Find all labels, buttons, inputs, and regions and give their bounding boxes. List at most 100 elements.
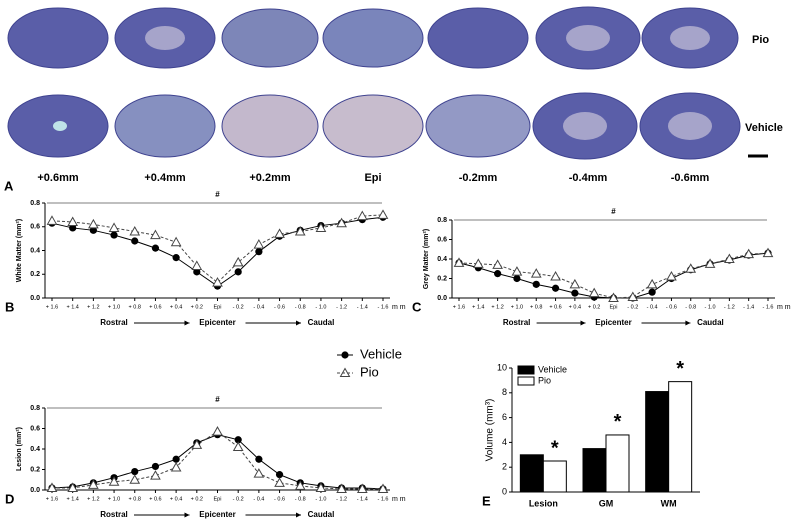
data-point	[46, 215, 58, 225]
data-point	[131, 467, 139, 476]
data-point	[69, 224, 77, 232]
vehicle-row	[7, 92, 741, 160]
x-tick-label: + 0.6	[549, 304, 561, 310]
section-image	[427, 7, 529, 69]
x-tick-label: - 0.2	[233, 304, 244, 310]
data-point	[453, 257, 465, 267]
series-line	[51, 216, 384, 287]
data-point	[212, 426, 223, 436]
x-tick-label: - 1.0	[315, 496, 326, 502]
data-point	[571, 289, 579, 297]
x-tick-label: - 1.4	[357, 304, 368, 310]
y-tick-label: 0.6	[437, 236, 447, 243]
x-tick-label: + 0.2	[191, 496, 203, 502]
data-point	[170, 461, 182, 472]
x-tick-label: Epi	[214, 496, 222, 502]
section-image	[221, 94, 319, 158]
bar	[645, 391, 670, 493]
y-tick-label: 8	[502, 387, 507, 397]
position-label: -0.6mm	[671, 172, 710, 184]
data-point	[46, 482, 58, 492]
legend-swatch	[517, 376, 535, 386]
data-point	[377, 483, 389, 493]
x-tick-label: - 0.6	[274, 304, 285, 310]
x-unit: m m	[777, 304, 791, 311]
section-detail	[668, 112, 712, 140]
x-tick-label: + 1.4	[66, 304, 78, 310]
section-detail	[145, 26, 185, 50]
y-tick-label: 0	[502, 486, 507, 496]
x-tick-label: + 0.8	[129, 496, 141, 502]
data-point	[336, 483, 347, 493]
data-point	[129, 225, 141, 236]
x-tick-label: + 0.8	[129, 304, 141, 310]
panel-letter: D	[5, 491, 14, 506]
section-detail	[53, 121, 67, 131]
data-point	[666, 271, 677, 281]
x-tick-label: + 0.2	[588, 304, 600, 310]
y-tick-label: 0.6	[30, 425, 40, 432]
data-point	[472, 258, 484, 268]
x-tick-label: - 1.4	[357, 496, 368, 502]
y-tick-label: 6	[502, 412, 507, 422]
data-point	[588, 287, 600, 298]
x-tick-label: + 0.4	[569, 304, 581, 310]
x-tick-label: + 0.4	[170, 496, 182, 502]
x-tick-label: + 0.8	[530, 304, 542, 310]
bar	[542, 460, 567, 493]
data-point	[377, 209, 389, 219]
annotation: #	[611, 207, 616, 216]
pio-row	[7, 6, 739, 70]
data-point	[89, 226, 97, 234]
data-point	[551, 284, 560, 292]
x-tick-label: GM	[599, 498, 614, 508]
section-image	[221, 8, 319, 68]
data-point	[129, 474, 141, 484]
direction-label: Epicenter	[595, 318, 631, 327]
data-point	[255, 455, 263, 463]
data-point	[743, 248, 755, 259]
annotation: *	[614, 411, 622, 433]
data-point	[151, 244, 160, 252]
data-point	[315, 482, 327, 492]
data-point	[131, 237, 139, 245]
arrow-head	[580, 320, 586, 326]
data-point	[724, 253, 735, 263]
data-point	[193, 268, 201, 276]
y-tick-label: 0.0	[30, 295, 40, 302]
position-label: -0.2mm	[459, 172, 498, 184]
y-tick-label: 0.4	[30, 446, 40, 453]
direction-label: Caudal	[308, 510, 335, 519]
legend-label: Pio	[538, 375, 551, 385]
x-tick-label: - 0.6	[666, 304, 677, 310]
section-image	[7, 7, 109, 69]
data-point	[315, 222, 327, 232]
arrow-head	[184, 512, 190, 518]
x-tick-label: + 1.2	[87, 496, 99, 502]
x-tick-label: - 0.6	[274, 496, 285, 502]
data-point	[762, 247, 774, 258]
legend-swatch	[517, 365, 535, 375]
bar	[519, 454, 544, 493]
data-point	[704, 258, 716, 268]
direction-label: Rostral	[100, 318, 128, 327]
data-point	[294, 480, 306, 490]
x-tick-label: - 0.2	[627, 304, 638, 310]
histology-panel	[7, 6, 768, 160]
data-point	[234, 268, 242, 276]
data-point	[627, 291, 639, 302]
section-image	[425, 94, 531, 158]
annotation: *	[551, 437, 559, 459]
data-point	[646, 278, 658, 289]
data-point	[234, 436, 242, 444]
panel-letter: E	[482, 493, 491, 508]
data-point	[108, 476, 120, 486]
data-point	[532, 280, 540, 288]
data-point	[108, 222, 120, 232]
series-line	[51, 434, 384, 490]
arrow-head	[685, 320, 691, 326]
x-tick-label: + 0.6	[149, 304, 161, 310]
x-tick-label: - 0.4	[253, 496, 264, 502]
y-tick-label: 0.0	[30, 487, 40, 494]
